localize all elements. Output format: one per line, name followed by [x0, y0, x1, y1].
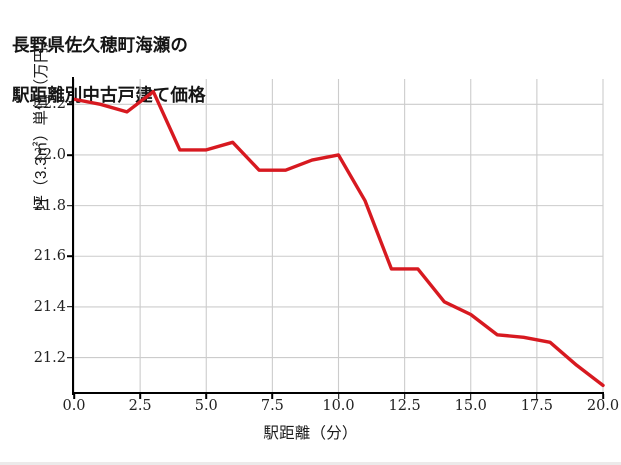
- x-tick-mark: [271, 394, 274, 399]
- x-tick-label: 20.0: [586, 398, 620, 414]
- x-tick-label: 5.0: [194, 398, 218, 414]
- y-tick-label: 21.2: [33, 349, 66, 366]
- grid-lines: [73, 79, 604, 393]
- footer-divider: [0, 462, 621, 465]
- y-tick-mark: [67, 306, 73, 308]
- y-tick-mark: [67, 103, 73, 106]
- x-tick-label: 15.0: [454, 398, 487, 414]
- x-tick-mark: [205, 394, 208, 399]
- y-tick-mark: [67, 154, 73, 156]
- y-tick-label: 22.2: [33, 96, 66, 113]
- x-tick-mark: [337, 394, 340, 399]
- chart-title-line-1: 長野県佐久穂町海瀬の: [12, 34, 188, 55]
- x-tick-mark: [536, 394, 538, 399]
- x-tick-label: 10.0: [322, 398, 355, 414]
- x-axis-spine: [72, 392, 604, 395]
- x-tick-mark: [403, 394, 406, 399]
- y-tick-mark: [67, 356, 73, 359]
- y-tick-label: 22.0: [33, 146, 66, 163]
- x-tick-label: 0.0: [62, 398, 86, 414]
- y-tick-label: 21.4: [33, 298, 66, 315]
- y-tick-label: 21.6: [33, 248, 66, 265]
- plot-area: [72, 79, 605, 393]
- x-tick-mark: [469, 394, 472, 399]
- x-tick-label: 17.5: [520, 398, 554, 414]
- x-tick-mark: [73, 394, 75, 399]
- y-tick-mark: [67, 204, 73, 207]
- y-tick-mark: [67, 255, 73, 258]
- y-axis-spine: [72, 77, 75, 395]
- x-tick-label: 7.5: [260, 398, 284, 414]
- x-tick-mark: [602, 394, 604, 399]
- y-axis-tick-labels: 21.2 21.4 21.6 21.8 22.0 22.2: [0, 0, 66, 465]
- y-tick-label: 21.8: [33, 197, 66, 214]
- y-axis-label: 坪（3.3㎡）単価（万円）: [33, 31, 50, 211]
- x-tick-label: 2.5: [128, 398, 152, 414]
- x-tick-mark: [139, 394, 141, 399]
- data-series-line: [72, 89, 605, 388]
- x-tick-label: 12.5: [388, 398, 421, 414]
- x-axis-label: 駅距離（分）: [263, 425, 358, 442]
